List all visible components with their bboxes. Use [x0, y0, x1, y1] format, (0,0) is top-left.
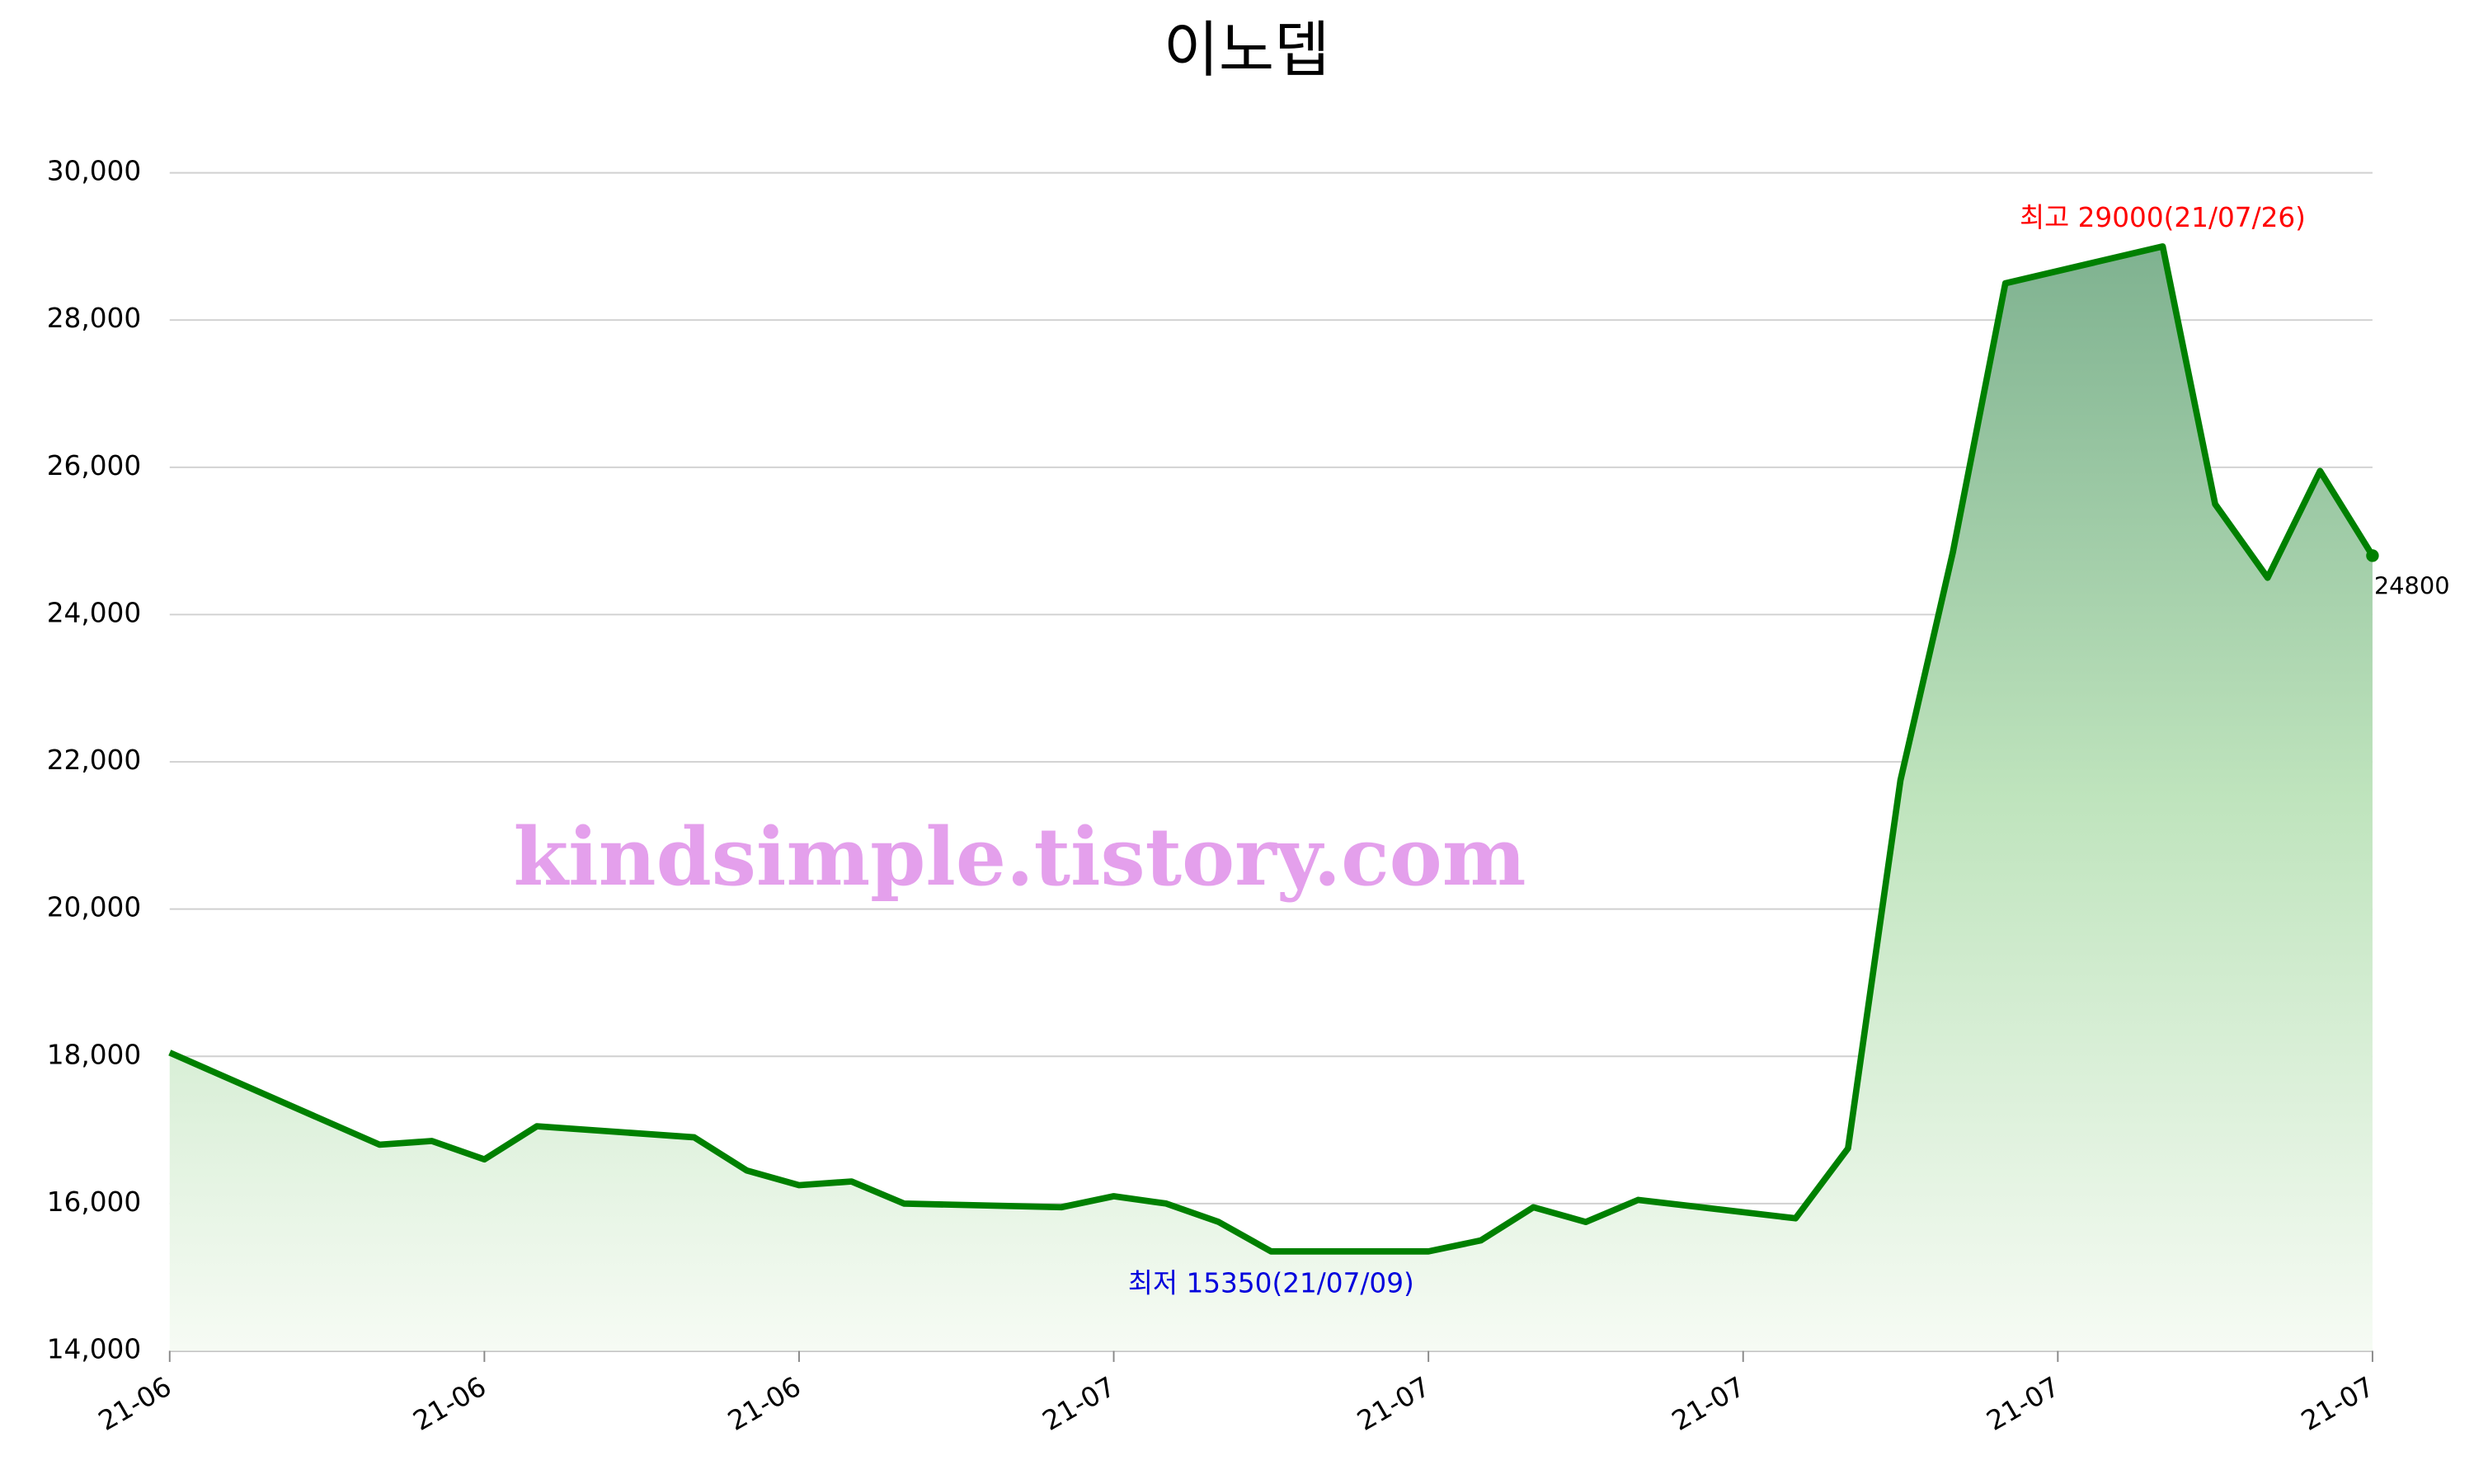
x-tick-label: 21-07 [2296, 1371, 2379, 1437]
watermark: kindsimple.tistory.com [514, 810, 1526, 904]
x-tick-label: 21-07 [1982, 1371, 2065, 1437]
y-tick-label: 30,000 [47, 156, 141, 187]
x-tick-label: 21-06 [722, 1371, 806, 1437]
annotation-max: 최고 29000(21/07/26) [2020, 202, 2306, 233]
y-tick-label: 18,000 [47, 1039, 141, 1070]
data-label: 24800 [2374, 571, 2450, 599]
x-tick-label: 21-07 [1037, 1371, 1121, 1437]
end-point [2366, 549, 2379, 562]
x-tick-label: 21-07 [1352, 1371, 1435, 1437]
y-tick-label: 16,000 [47, 1186, 141, 1218]
y-tick-label: 28,000 [47, 303, 141, 334]
x-tick-label: 21-06 [408, 1371, 492, 1437]
line [168, 243, 2376, 1255]
y-tick-label: 26,000 [47, 450, 141, 481]
area [169, 246, 2373, 1351]
y-tick-label: 24,000 [47, 597, 141, 628]
y-tick-label: 14,000 [47, 1333, 141, 1364]
x-tick-label: 21-07 [1667, 1371, 1750, 1437]
y-tick-label: 20,000 [47, 892, 141, 923]
x-tick-label: 21-06 [93, 1371, 176, 1437]
y-tick-label: 22,000 [47, 744, 141, 776]
chart-title: 이노뎁 [1164, 15, 1330, 85]
annotation-min: 최저 15350(21/07/09) [1128, 1267, 1414, 1298]
